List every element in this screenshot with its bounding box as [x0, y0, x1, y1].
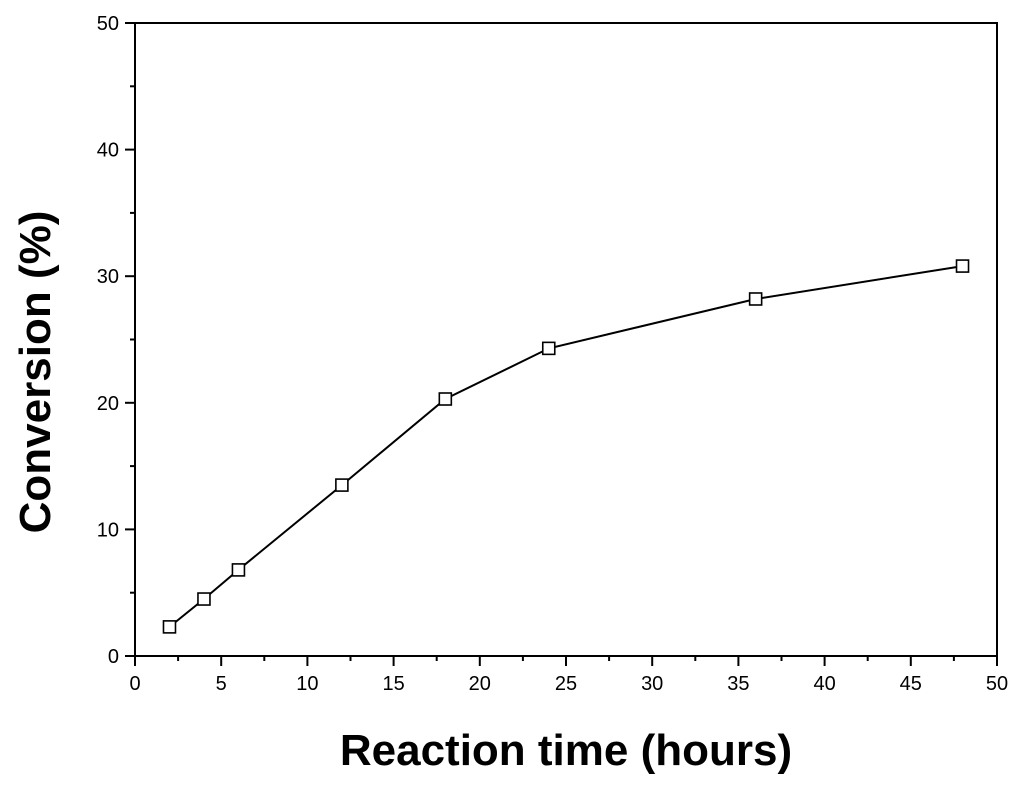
x-tick-label: 50	[986, 673, 1008, 695]
x-tick-label: 5	[216, 673, 227, 695]
y-tick-label: 0	[108, 646, 119, 668]
data-point	[162, 620, 177, 634]
x-tick-label: 35	[727, 673, 749, 695]
x-axis-title: Reaction time (hours)	[340, 726, 792, 775]
x-tick-label: 0	[129, 673, 140, 695]
data-point	[335, 478, 349, 492]
x-tick-label: 10	[296, 673, 318, 695]
data-point	[438, 392, 453, 406]
x-axis: 0 5 10 15 20 25 30 35 40 45 50	[129, 656, 1008, 695]
y-tick-label: 50	[97, 13, 119, 35]
x-tick-label: 25	[555, 673, 577, 695]
x-tick-label: 40	[813, 673, 835, 695]
data-point	[541, 341, 556, 356]
data-point	[231, 563, 246, 577]
plot-frame	[134, 22, 998, 657]
x-tick-label: 20	[469, 673, 491, 695]
data-point	[955, 259, 970, 273]
y-tick-label: 30	[97, 266, 119, 288]
y-axis-title: Conversion (%)	[11, 211, 60, 534]
series-layer	[162, 259, 970, 634]
data-point	[748, 292, 763, 306]
x-tick-label: 30	[641, 673, 663, 695]
series-line	[168, 265, 963, 628]
data-point	[197, 592, 211, 606]
y-axis: 0 10 20 30 40 50	[97, 13, 135, 668]
y-tick-label: 40	[97, 140, 119, 162]
y-tick-label: 20	[97, 393, 119, 415]
x-tick-label: 15	[382, 673, 404, 695]
y-tick-label: 10	[97, 519, 119, 541]
x-tick-label: 45	[900, 673, 922, 695]
